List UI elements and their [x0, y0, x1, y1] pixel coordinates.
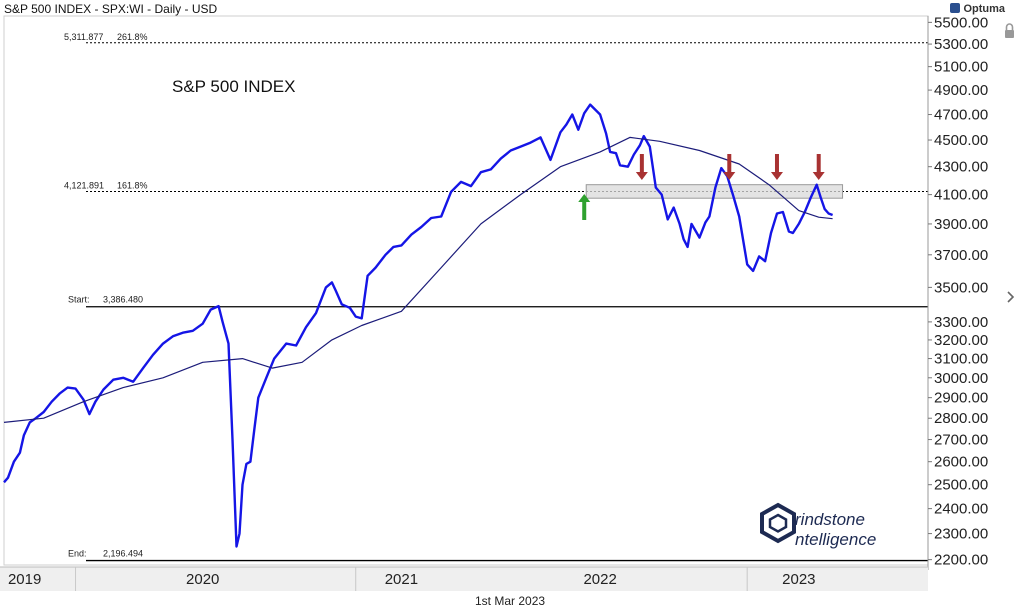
arrows-layer: [578, 154, 825, 220]
down-arrow: [635, 154, 648, 180]
y-tick-label: 2600.00: [934, 454, 988, 471]
chevron-right-icon[interactable]: [1007, 291, 1015, 303]
x-tick-label: 2023: [782, 571, 815, 588]
y-tick-label: 2700.00: [934, 432, 988, 449]
down-arrow: [723, 154, 736, 180]
plot-frame: [3, 15, 929, 566]
y-tick-label: 2800.00: [934, 410, 988, 427]
level-label-prefix: End:: [68, 549, 87, 559]
level-label-value: 4,121.891: [64, 180, 104, 190]
chart-header-title: S&P 500 INDEX - SPX:WI - Daily - USD: [4, 2, 218, 16]
brand-logo: Optuma: [950, 3, 1005, 15]
price-line: [3, 103, 834, 548]
optuma-icon: [950, 3, 961, 13]
y-tick-label: 3000.00: [934, 370, 988, 387]
brand-name: Optuma: [963, 3, 1005, 15]
y-tick-label: 2500.00: [934, 477, 988, 494]
y-tick-label: 2300.00: [934, 526, 988, 543]
levels-layer: 5,311.877 261.8% 4,121.891 161.8% Start: 3,38…: [64, 32, 928, 562]
level-label-value: 5,311.877: [64, 32, 103, 42]
y-tick-label: 2900.00: [934, 390, 988, 407]
y-tick-label: 2400.00: [934, 501, 988, 518]
y-tick-label: 3100.00: [934, 351, 988, 368]
level-label-prefix: Start:: [68, 295, 90, 305]
axis-layer: 5500.00 5300.00 5100.00 4900.00 4700.00 4500.…: [0, 14, 1015, 591]
level-label-value: 3,386.480: [103, 295, 143, 305]
y-tick-label: 4500.00: [934, 132, 988, 149]
footer-date: 1st Mar 2023: [475, 594, 546, 608]
y-tick-label: 2200.00: [934, 552, 988, 569]
lock-shackle-icon: [1005, 23, 1014, 30]
y-tick-label: 4100.00: [934, 187, 988, 204]
level-label-pct: 161.8%: [117, 180, 148, 190]
y-tick-label: 3300.00: [934, 314, 988, 331]
y-tick-label: 3200.00: [934, 332, 988, 349]
x-axis-band: [0, 567, 928, 591]
watermark-line1: rindstone: [795, 510, 865, 529]
y-tick-label: 3500.00: [934, 279, 988, 296]
y-tick-label: 4900.00: [934, 82, 988, 99]
down-arrow: [770, 154, 783, 180]
x-tick-label: 2020: [186, 571, 219, 588]
moving-average-line: [3, 136, 833, 423]
watermark-logo: rindstone ntelligence: [760, 502, 876, 549]
y-tick-label: 5300.00: [934, 36, 988, 53]
x-tick-label: 2021: [385, 571, 418, 588]
level-label-value: 2,196.494: [103, 549, 143, 559]
y-tick-label: 4700.00: [934, 107, 988, 124]
y-tick-label: 5500.00: [934, 14, 988, 31]
y-tick-label: 5100.00: [934, 59, 988, 76]
level-label-pct: 261.8%: [117, 32, 148, 42]
x-tick-label: 2022: [583, 571, 616, 588]
up-arrow: [578, 194, 591, 220]
series-layer: [3, 103, 834, 548]
y-tick-label: 3700.00: [934, 247, 988, 264]
y-tick-label: 4300.00: [934, 159, 988, 176]
lock-icon[interactable]: [1005, 30, 1014, 38]
watermark-line2: ntelligence: [795, 530, 876, 549]
x-tick-label: 2019: [8, 571, 41, 588]
down-arrow: [812, 154, 825, 180]
chart-title: S&P 500 INDEX: [172, 77, 295, 96]
y-tick-label: 3900.00: [934, 216, 988, 233]
grid-layer: [3, 15, 929, 566]
